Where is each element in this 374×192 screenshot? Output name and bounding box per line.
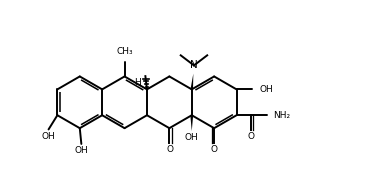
Text: CH₃: CH₃ (116, 47, 133, 56)
Text: OH: OH (185, 133, 199, 142)
Polygon shape (190, 74, 193, 89)
Polygon shape (190, 115, 193, 131)
Text: H: H (134, 78, 141, 87)
Text: O: O (166, 145, 174, 154)
Text: O: O (248, 132, 255, 141)
Text: O: O (210, 145, 217, 154)
Text: NH₂: NH₂ (273, 111, 291, 120)
Text: OH: OH (260, 85, 273, 94)
Text: OH: OH (42, 132, 55, 141)
Text: N: N (190, 60, 198, 70)
Text: OH: OH (74, 146, 88, 155)
